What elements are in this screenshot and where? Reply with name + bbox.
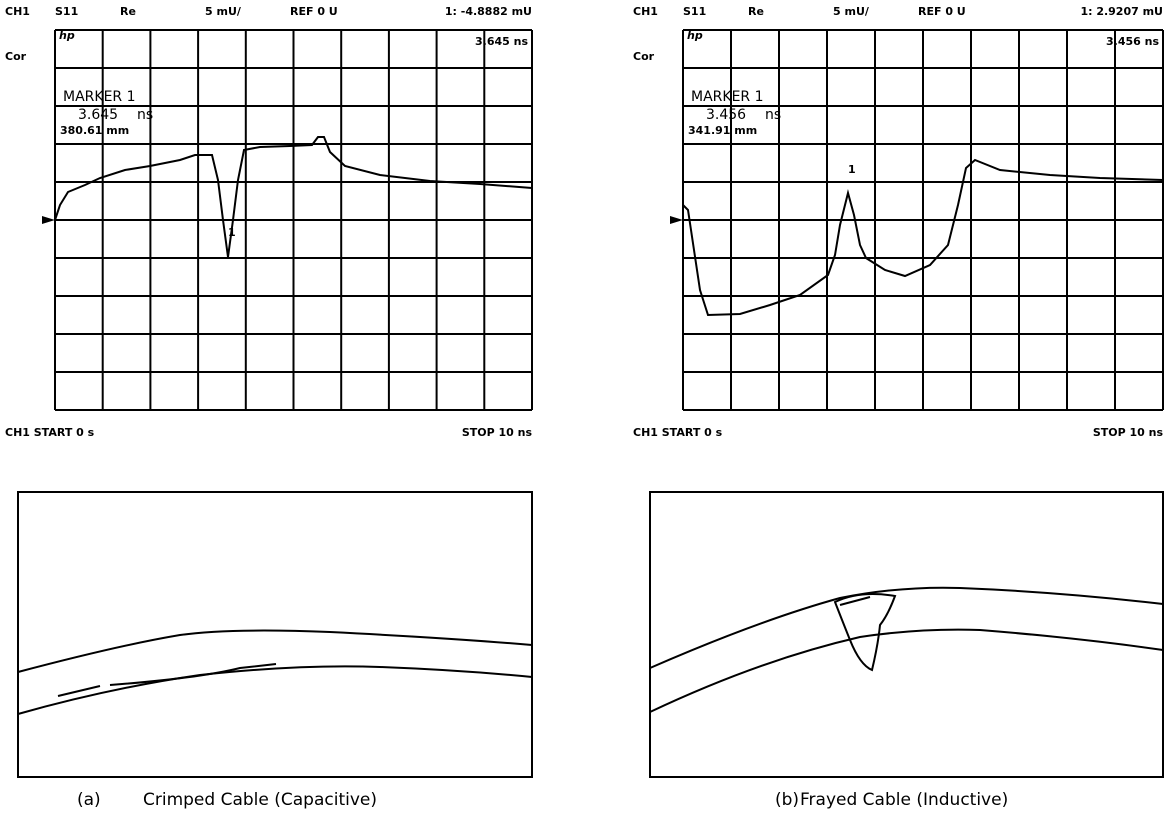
cable-edge: [649, 628, 1164, 713]
crimp: [57, 663, 277, 697]
marker-readout: 1: -4.8882 mU: [445, 5, 532, 18]
panel: CH1 S11 Re 5 mU/REF 0 U 1: -4.8882 mU hp 3.645…: [5, 5, 533, 810]
channel: CH1: [633, 5, 658, 18]
reference: REF 0 U: [918, 5, 966, 18]
correction: Cor: [5, 50, 27, 63]
marker-title: MARKER 1: [691, 89, 764, 105]
photo-frame: [17, 491, 533, 778]
caption-label: (a): [77, 790, 101, 810]
parameter: S11: [55, 5, 78, 18]
photo-frame: [649, 491, 1164, 778]
reference-arrow: [42, 216, 55, 224]
correction: Cor: [633, 50, 655, 63]
marker-time: 3.456 ns: [1106, 35, 1159, 48]
marker-distance: 380.61 mm: [60, 124, 129, 137]
channel: CH1: [5, 5, 30, 18]
marker-box-unit: ns: [137, 107, 153, 123]
grid: [682, 29, 1164, 411]
scale: 5 mU/: [833, 5, 870, 18]
cable-edge: [17, 665, 533, 715]
caption-text: Crimped Cable (Capacitive): [143, 790, 377, 810]
format: Re: [748, 5, 764, 18]
marker-title: MARKER 1: [63, 89, 136, 105]
panel: CH1 S11 Re 5 mU/REF 0 U 1: 2.9207 mU hp 3.456 …: [633, 5, 1164, 810]
reference-arrow: [670, 216, 683, 224]
cable-edge: [17, 629, 533, 673]
marker-label: 1: [848, 163, 856, 176]
trace: [682, 158, 1164, 317]
marker-box-time: 3.456: [706, 107, 746, 123]
format: Re: [120, 5, 136, 18]
marker-time: 3.645 ns: [475, 35, 528, 48]
caption-text: Frayed Cable (Inductive): [800, 790, 1008, 810]
scale: 5 mU/: [205, 5, 242, 18]
cable-edge: [649, 586, 1164, 669]
marker-distance: 341.91 mm: [688, 124, 757, 137]
footer-stop: STOP 10 ns: [1093, 426, 1164, 439]
marker-box-time: 3.645: [78, 107, 118, 123]
fray: [833, 593, 897, 672]
logo: hp: [687, 29, 703, 42]
marker-box-unit: ns: [765, 107, 781, 123]
logo: hp: [59, 29, 75, 42]
trace: [54, 136, 533, 258]
parameter: S11: [683, 5, 706, 18]
footer-stop: STOP 10 ns: [462, 426, 533, 439]
footer-start: CH1 START 0 s: [633, 426, 723, 439]
caption-label: (b): [775, 790, 799, 810]
marker-readout: 1: 2.9207 mU: [1080, 5, 1163, 18]
footer-start: CH1 START 0 s: [5, 426, 95, 439]
grid: [54, 29, 533, 411]
reference: REF 0 U: [290, 5, 338, 18]
